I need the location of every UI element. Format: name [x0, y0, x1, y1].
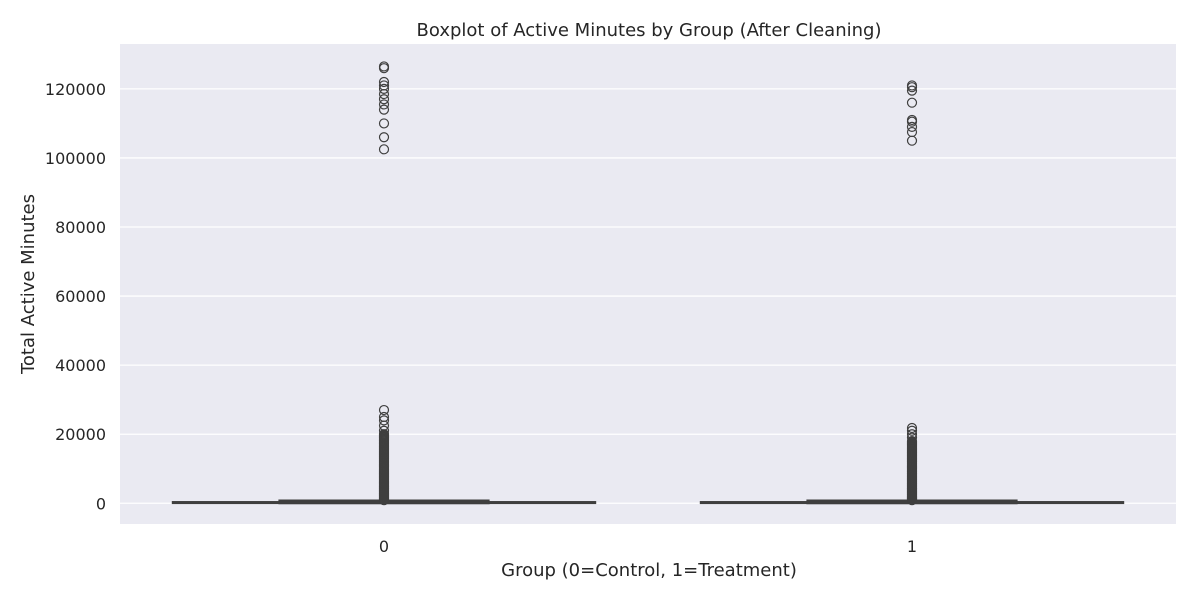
- y-tick-label: 120000: [45, 80, 106, 99]
- y-tick-label: 60000: [55, 287, 106, 306]
- outlier-point: [378, 404, 390, 416]
- y-tick-label: 20000: [55, 425, 106, 444]
- grid-lines: [120, 88, 1176, 504]
- outlier-point: [378, 76, 390, 88]
- x-tick-label: 1: [907, 537, 917, 556]
- outlier-point: [378, 83, 390, 94]
- outlier-point: [378, 411, 390, 423]
- y-tick-label: 0: [96, 494, 106, 513]
- outlier-point: [378, 94, 390, 105]
- outlier-point: [378, 144, 390, 155]
- plot-background: [120, 44, 1176, 524]
- x-tick-label: 0: [379, 537, 389, 556]
- x-axis-label: Group (0=Control, 1=Treatment): [501, 560, 797, 581]
- outlier-point: [906, 97, 918, 108]
- outlier-point: [906, 436, 918, 447]
- outlier-point: [906, 80, 918, 91]
- outlier-point: [906, 422, 918, 434]
- y-tick-label: 100000: [45, 149, 106, 168]
- outlier-point: [378, 132, 390, 143]
- outlier-point: [378, 118, 390, 129]
- y-tick-label: 40000: [55, 356, 106, 375]
- outlier-point: [378, 425, 390, 436]
- outlier-point: [906, 429, 918, 440]
- outlier-point: [378, 99, 390, 110]
- outlier-point: [906, 114, 918, 126]
- outlier-point: [906, 121, 918, 132]
- outlier-point: [906, 432, 918, 443]
- outlier-point: [378, 415, 390, 426]
- outlier-point: [906, 85, 918, 96]
- y-axis-label: Total Active Minutes: [18, 194, 39, 375]
- chart-title: Boxplot of Active Minutes by Group (Afte…: [417, 20, 882, 41]
- outlier-point: [378, 80, 390, 91]
- outlier-point: [378, 61, 390, 72]
- y-tick-labels: 0 20000 40000 60000 80000 100000 120000: [45, 80, 106, 513]
- outlier-point: [378, 104, 390, 115]
- outlier-point: [906, 425, 918, 436]
- y-tick-label: 80000: [55, 218, 106, 237]
- outlier-point: [906, 126, 918, 138]
- outlier-layer: [378, 61, 918, 506]
